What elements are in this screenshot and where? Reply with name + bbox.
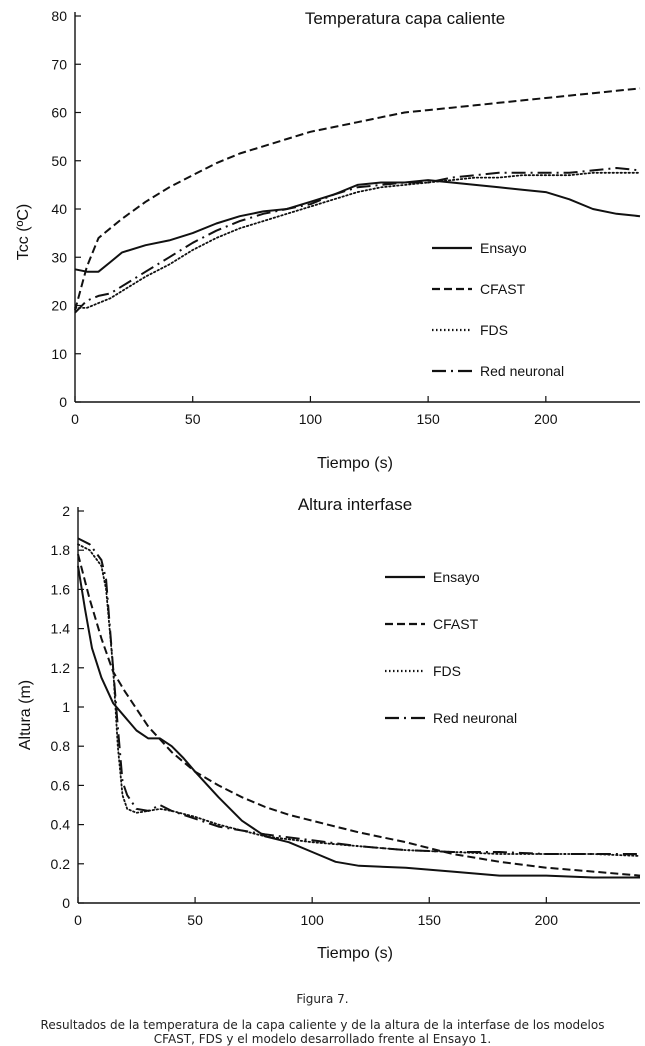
series-line-red-neuronal: [77, 537, 640, 855]
temperature-chart: Temperatura capa caliente Tcc (ºC) Tiemp…: [15, 8, 641, 472]
y-tick-label: 1.2: [51, 660, 71, 676]
axes: 0 0.2 0.4 0.6 0.8 1 1.2 1.4 1.6 1.8 2 0 50 100 150 200: [51, 503, 640, 928]
y-tick-label: 80: [51, 8, 67, 24]
x-tick-label: 150: [418, 912, 442, 928]
x-tick-label: 0: [74, 912, 82, 928]
y-tick-label: 1.6: [51, 581, 71, 597]
legend: Ensayo CFAST FDS Red neuronal: [432, 240, 564, 379]
series-line-fds: [74, 171, 641, 309]
y-tick-label: 0: [62, 895, 70, 911]
y-tick-label: 30: [51, 249, 67, 265]
x-tick-label: 200: [534, 411, 558, 427]
x-tick-label: 100: [300, 912, 324, 928]
x-tick-label: 150: [416, 411, 440, 427]
legend-label: CFAST: [480, 281, 526, 297]
x-tick-label: 0: [71, 411, 79, 427]
interface-height-chart: Altura interfase Altura (m) Tiempo (s) 0…: [17, 495, 641, 962]
plot-area: [74, 87, 641, 314]
x-tick-label: 50: [187, 912, 203, 928]
x-tick-label: 200: [535, 912, 559, 928]
legend-label: Ensayo: [480, 240, 527, 256]
y-tick-label: 0.6: [51, 777, 71, 793]
axes: 0 10 20 30 40 50 60 70 80 0 50 100 150 200: [51, 8, 640, 427]
y-tick-label: 50: [51, 153, 67, 169]
y-tick-label: 1.8: [51, 542, 71, 558]
series-line-red-neuronal: [74, 167, 641, 314]
y-tick-label: 40: [51, 201, 67, 217]
chart-title: Altura interfase: [298, 495, 412, 514]
legend-label: Ensayo: [433, 569, 480, 585]
y-tick-label: 0.2: [51, 856, 71, 872]
y-tick-label: 60: [51, 105, 67, 121]
y-tick-label: 1: [62, 699, 70, 715]
chart-title: Temperatura capa caliente: [305, 9, 505, 28]
y-tick-label: 10: [51, 346, 67, 362]
legend-label: FDS: [480, 322, 508, 338]
y-tick-label: 0.8: [51, 738, 71, 754]
x-tick-label: 50: [185, 411, 201, 427]
legend: Ensayo CFAST FDS Red neuronal: [385, 569, 517, 726]
x-axis-title: Tiempo (s): [317, 945, 393, 962]
figure-label: Figura 7.: [296, 992, 349, 1006]
series-line-ensayo: [77, 565, 640, 879]
legend-label: CFAST: [433, 616, 479, 632]
x-tick-label: 100: [299, 411, 323, 427]
legend-label: Red neuronal: [480, 363, 564, 379]
y-tick-label: 0.4: [51, 817, 71, 833]
y-tick-label: 2: [62, 503, 70, 519]
y-axis-title: Altura (m): [17, 680, 34, 750]
legend-label: FDS: [433, 663, 461, 679]
y-tick-label: 0: [59, 394, 67, 410]
y-tick-label: 1.4: [51, 621, 71, 637]
series-line-cfast: [77, 553, 641, 877]
y-axis-title: Tcc (ºC): [15, 204, 32, 261]
figure-caption: Resultados de la temperatura de la capa …: [40, 1018, 605, 1046]
series-line-fds: [77, 543, 641, 857]
y-tick-label: 20: [51, 298, 67, 314]
x-axis-title: Tiempo (s): [317, 455, 393, 472]
plot-area: [77, 537, 641, 879]
y-tick-label: 70: [51, 56, 67, 72]
legend-label: Red neuronal: [433, 710, 517, 726]
series-line-cfast: [74, 87, 641, 311]
